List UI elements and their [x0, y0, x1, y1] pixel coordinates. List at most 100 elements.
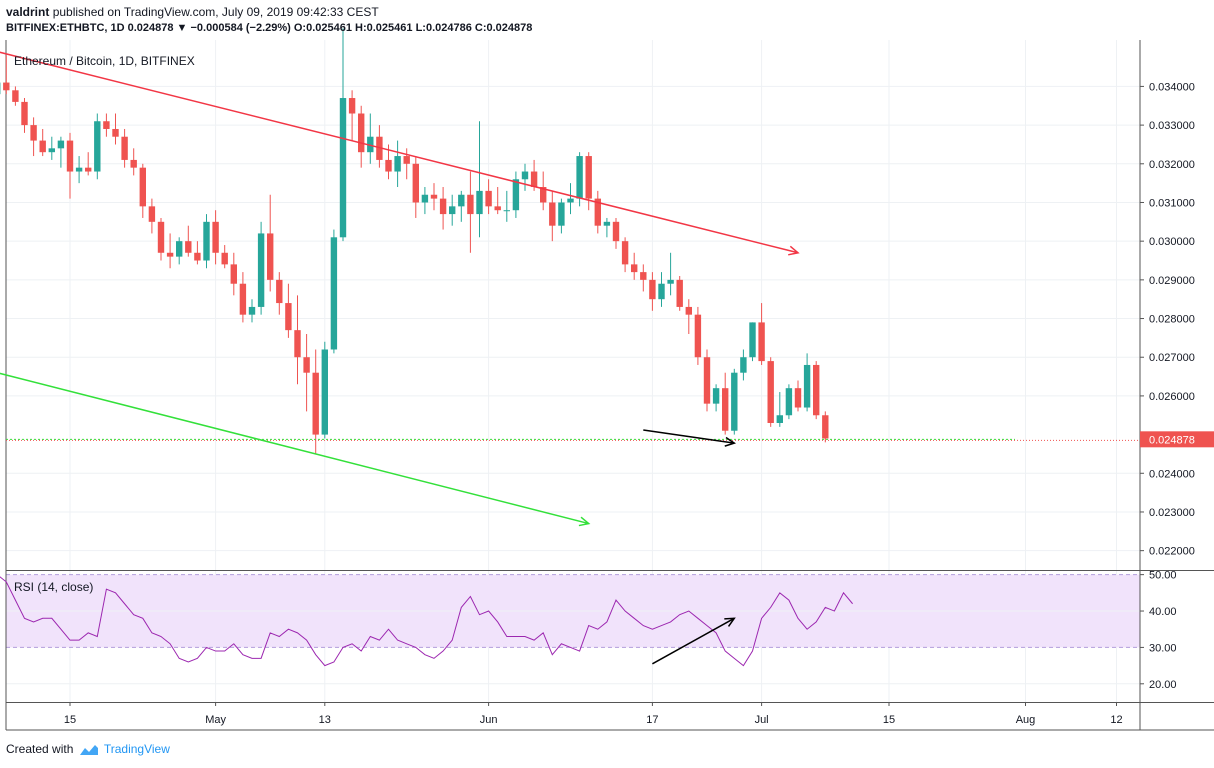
candle-body — [212, 221, 219, 253]
candle-body — [822, 415, 829, 439]
candle-body — [221, 252, 228, 265]
candle-body — [430, 194, 438, 199]
candle-body — [85, 167, 92, 172]
candle-body — [21, 101, 28, 126]
candle-body — [367, 136, 374, 153]
rsi-axis-label: 50.00 — [1149, 570, 1177, 582]
price-axis-label: 0.024000 — [1149, 468, 1195, 480]
price-divergence-trendline — [643, 429, 735, 444]
candle-body — [285, 303, 292, 331]
time-axis-label: 15 — [883, 714, 895, 726]
price-axis-label: 0.034000 — [1149, 81, 1195, 93]
price-pane — [6, 40, 1140, 570]
rsi-divergence-trendline-arrowhead — [724, 617, 736, 627]
candle-body — [412, 163, 419, 203]
candle-body — [348, 98, 356, 114]
change-label: 0.024878 ▼ −0.000584 (−2.29%) — [127, 22, 291, 34]
created-with-label: Created with — [6, 742, 74, 756]
candle-body — [239, 283, 247, 315]
price-axis-label: 0.023000 — [1149, 507, 1195, 519]
candle-body — [649, 279, 656, 300]
candle-body — [75, 167, 83, 172]
candle-body — [467, 194, 474, 215]
time-axis-label: 17 — [646, 714, 658, 726]
candle-body — [549, 202, 556, 226]
tradingview-brand[interactable]: TradingView — [103, 742, 170, 756]
price-axis-label: 0.028000 — [1149, 314, 1195, 326]
candle-body — [48, 148, 55, 153]
symbol-info: BITFINEX:ETHBTC, 1D 0.024878 ▼ −0.000584… — [6, 22, 532, 34]
candle-body — [612, 221, 620, 242]
price-axis-label: 0.031000 — [1149, 197, 1195, 209]
publish-info: valdrint published on TradingView.com, J… — [6, 5, 379, 19]
candle-body — [385, 159, 392, 172]
resistance-trendline — [0, 51, 799, 254]
candle-body — [66, 140, 74, 172]
candle-body — [157, 221, 165, 253]
candle-body — [394, 156, 401, 172]
candle-body — [130, 159, 137, 168]
time-axis-label: Jul — [755, 714, 769, 726]
candle-body — [257, 233, 265, 307]
candle-body — [658, 283, 665, 300]
author-name[interactable]: valdrint — [6, 5, 50, 19]
chart-header: valdrint published on TradingView.com, J… — [0, 0, 1214, 40]
candle-body — [694, 314, 702, 358]
candle-body — [603, 221, 611, 226]
candle-body — [267, 233, 274, 280]
support-trendline — [0, 372, 589, 525]
published-text: published on TradingView.com, July 09, 2… — [52, 5, 379, 19]
candle-body — [94, 121, 101, 172]
price-axis-label: 0.026000 — [1149, 391, 1195, 403]
footer: Created with TradingView — [6, 742, 170, 756]
candle-body — [749, 322, 756, 358]
candle-body — [30, 125, 37, 141]
candle-body — [339, 98, 347, 238]
candle-body — [439, 198, 447, 215]
candle-body — [585, 156, 592, 199]
candle-body — [194, 252, 201, 261]
candle-body — [248, 306, 256, 315]
candle-body — [39, 140, 46, 153]
candle-body — [148, 206, 156, 222]
candle-body — [303, 357, 310, 373]
candle-body — [631, 264, 638, 273]
candle-body — [276, 279, 283, 304]
price-axis-label: 0.022000 — [1149, 546, 1195, 558]
candle-body — [103, 121, 110, 129]
support-trendline-arrowhead — [578, 516, 591, 527]
candle-body — [321, 349, 328, 435]
candle-body — [12, 90, 19, 102]
candle-body — [785, 388, 793, 416]
candle-body — [166, 252, 174, 257]
candle-body — [767, 361, 774, 423]
candle-body — [676, 279, 683, 307]
time-axis-label: May — [205, 714, 226, 726]
candle-body — [731, 372, 738, 431]
candle-body — [458, 194, 465, 207]
candle-body — [813, 364, 820, 416]
time-axis-label: Aug — [1016, 714, 1036, 726]
candle-body — [3, 82, 10, 91]
rsi-axis-label: 30.00 — [1149, 642, 1177, 654]
rsi-pane-title: RSI (14, close) — [14, 580, 93, 594]
candle-body — [312, 372, 319, 435]
rsi-axis-label: 20.00 — [1149, 679, 1177, 691]
candle-body — [203, 221, 210, 261]
candle-body — [558, 202, 565, 226]
rsi-divergence-trendline — [652, 617, 735, 665]
candle-body — [594, 198, 601, 226]
time-axis-label: 13 — [319, 714, 331, 726]
candle-body — [685, 306, 692, 315]
time-axis-label: Jun — [480, 714, 498, 726]
candle-body — [476, 190, 483, 215]
candle-body — [421, 194, 429, 203]
price-axis-label: 0.030000 — [1149, 236, 1195, 248]
candle-body — [485, 190, 492, 207]
time-axis-label: 15 — [64, 714, 76, 726]
candle-body — [512, 179, 520, 211]
candle-body — [776, 415, 783, 423]
tradingview-logo-icon — [79, 744, 98, 755]
candle-body — [722, 388, 729, 431]
